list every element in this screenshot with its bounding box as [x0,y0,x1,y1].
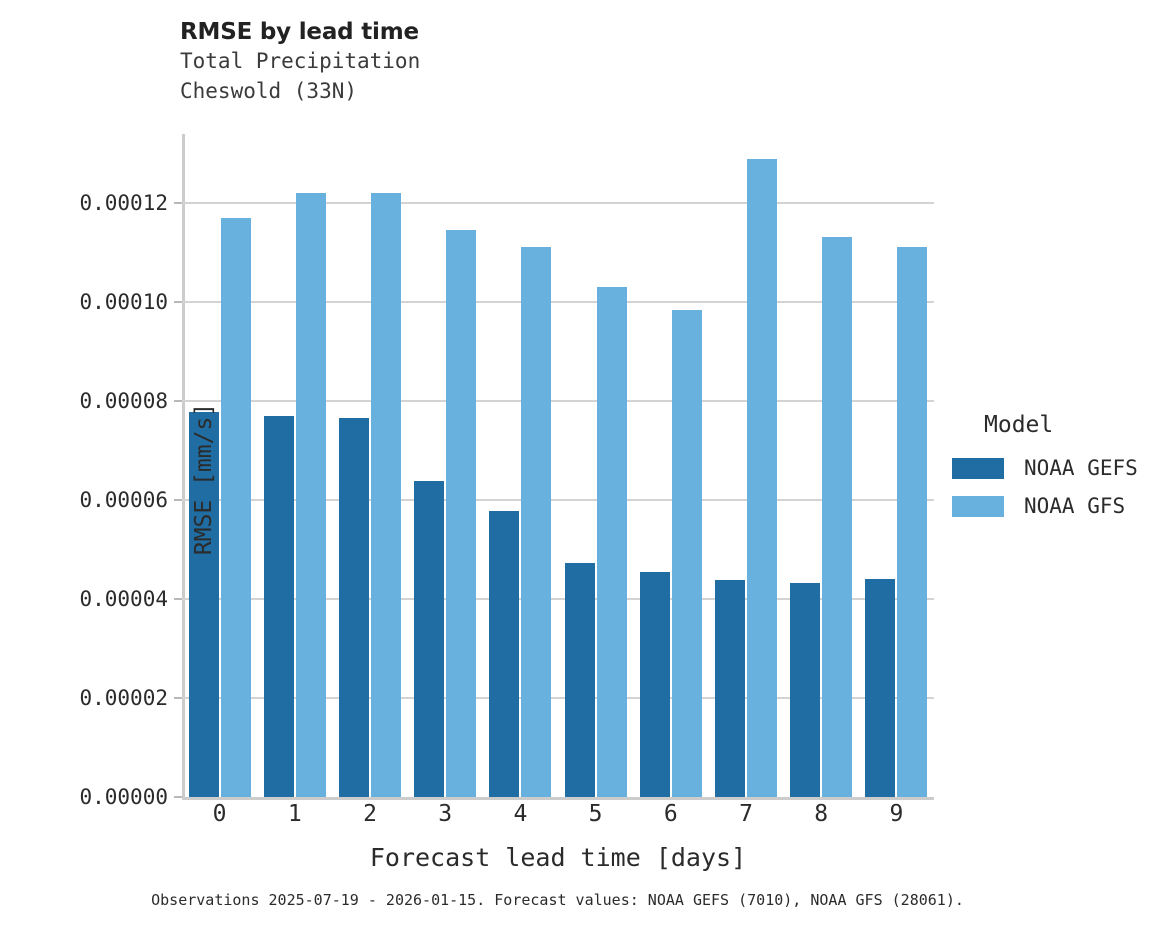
bar-noaa-gefs-5[interactable] [564,562,595,797]
bar-noaa-gfs-7[interactable] [747,158,777,797]
bar-noaa-gfs-2[interactable] [371,192,401,797]
legend-item-label: NOAA GFS [1024,494,1126,518]
x-axis-tick-label: 1 [287,801,302,827]
bar-noaa-gefs-0[interactable] [188,412,219,797]
bar-noaa-gefs-8[interactable] [790,583,821,797]
y-axis-tick-label: 0.00000 [79,785,168,809]
y-axis-tick-label: 0.00008 [79,389,168,414]
bar-noaa-gfs-9[interactable] [897,247,928,797]
gridline [182,202,934,205]
bar-noaa-gefs-9[interactable] [865,578,896,797]
legend-swatch-icon [952,457,1004,479]
x-axis-tick-label: 9 [889,801,904,827]
y-axis-tick [174,499,182,502]
plot-area: 0.00000 0.00002 0.00004 0.00006 0.00008 0.000… [79,134,934,827]
y-axis-tick-label: 0.00002 [79,686,168,711]
x-axis-tick-label: 8 [814,801,829,827]
bar-noaa-gefs-4[interactable] [489,510,520,797]
gridline [182,499,934,502]
bar-noaa-gefs-7[interactable] [715,579,745,797]
legend-item[interactable]: NOAA GEFS [952,452,1138,484]
legend: Model NOAA GEFS NOAA GFS [952,412,1138,528]
y-axis-tick-label: 0.00012 [79,191,168,216]
bar-noaa-gefs-1[interactable] [263,416,294,797]
legend-rows: NOAA GEFS NOAA GFS [952,452,1138,522]
x-axis-tick-label: 2 [363,801,377,827]
y-axis-tick [174,697,182,700]
bar-noaa-gfs-0[interactable] [220,218,251,797]
x-axis-title: Forecast lead time [days] [369,843,747,872]
x-axis-tick-label: 6 [663,801,678,827]
y-axis-tick [174,400,182,403]
legend-swatch-icon [952,495,1004,517]
footnote: Observations 2025-07-19 - 2026-01-15. Fo… [151,891,964,909]
gridline [182,400,934,403]
bar-noaa-gefs-2[interactable] [339,418,369,797]
page-title: RMSE by lead time [180,19,419,45]
y-axis-title: RMSE [mm/s] [191,402,217,556]
chart-subtitle-location: Cheswold (33N) [180,79,358,103]
bar-noaa-gfs-3[interactable] [446,230,477,797]
gridline [182,598,934,601]
bar-noaa-gfs-1[interactable] [295,192,326,797]
x-axis-line [182,797,934,800]
bar-noaa-gfs-4[interactable] [521,247,552,797]
y-axis-tick [174,301,182,304]
legend-item-label: NOAA GEFS [1024,456,1138,480]
bar-noaa-gfs-6[interactable] [671,309,702,797]
legend-title: Model [984,412,1054,438]
plot-inner: 0.00000 0.00002 0.00004 0.00006 0.00008 0.000… [79,134,934,827]
y-axis-tick [174,598,182,601]
y-axis-tick [174,202,182,205]
x-axis-tick-label: 5 [588,801,603,827]
legend-item[interactable]: NOAA GFS [952,490,1138,522]
chart-subtitle-variable: Total Precipitation [180,49,421,73]
x-axis-tick-label: 3 [438,801,453,827]
bar-noaa-gfs-8[interactable] [822,237,853,797]
bar-noaa-gefs-3[interactable] [414,481,445,797]
title-block: RMSE by lead time Total Precipitation Ch… [180,18,420,106]
y-axis-tick-label: 0.00006 [79,488,168,513]
gridline [182,697,934,700]
y-axis-tick [174,796,182,798]
x-axis-tick-label: 4 [513,801,528,827]
gridline [182,301,934,304]
bar-noaa-gefs-6[interactable] [639,571,670,797]
y-axis-tick-label: 0.00004 [79,587,168,612]
y-axis-tick-label: 0.00010 [79,290,168,315]
x-axis-tick-label: 0 [212,801,227,827]
y-axis-line [182,134,185,797]
x-axis-tick-label: 7 [739,801,753,827]
bar-noaa-gfs-5[interactable] [596,287,627,797]
